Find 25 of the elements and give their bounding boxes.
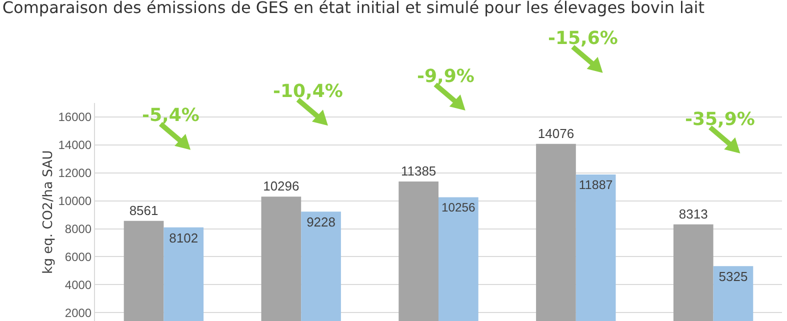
y-tick-label: 12000 [58,166,92,180]
y-tick-label: 16000 [58,110,92,124]
y-tick-label: 8000 [64,222,92,236]
data-label: 8313 [678,206,708,222]
data-label: 10296 [263,178,300,194]
y-tick-label: 2000 [64,306,92,320]
data-label: 8561 [129,202,158,218]
y-tick-label: 4000 [64,278,92,292]
text: -9,9% [417,66,474,87]
data-label: 11385 [400,163,436,178]
data-label: 10256 [442,200,476,214]
y-tick-label: 6000 [64,250,92,264]
text: -10,4% [273,81,343,102]
y-axis-title: kg eq. CO2/ha SAU [41,150,56,274]
chart-title: Comparaison des émissions de GES en état initial et simulé pour les élevages bovin lait [2,0,705,17]
data-label: 8102 [169,230,198,246]
data-label: 9228 [306,214,336,230]
text: -15,6% [548,28,618,49]
annotation: -35,9% [685,109,755,130]
y-tick-label: 10000 [58,194,92,208]
y-tick-label: 14000 [58,138,92,152]
data-label: 11887 [578,178,613,192]
annotation: -5,4% [142,105,200,126]
data-label: 14076 [538,126,574,141]
data-label: 5325 [718,269,748,284]
